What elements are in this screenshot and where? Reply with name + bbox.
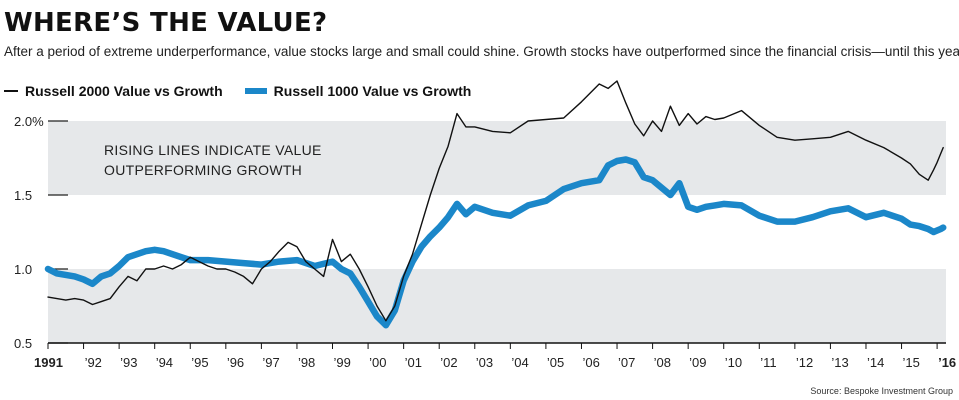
band-0	[48, 269, 946, 343]
xtick-label: ’11	[760, 355, 776, 370]
xtick-label: ’96	[227, 355, 244, 370]
xtick-label: ’14	[867, 355, 884, 370]
annotation-line-1: RISING LINES INDICATE VALUE	[104, 142, 322, 158]
xtick-label: ’15	[903, 355, 920, 370]
annotation: RISING LINES INDICATE VALUE OUTPERFORMING…	[104, 142, 322, 178]
xtick-label: ’12	[796, 355, 813, 370]
xtick-label: ’07	[618, 355, 635, 370]
xtick-label: ’98	[298, 355, 315, 370]
band-1	[48, 121, 946, 195]
xtick-label: ’10	[725, 355, 742, 370]
xtick-label: ’01	[405, 355, 422, 370]
xtick-label: ’93	[120, 355, 137, 370]
xtick-label: ’05	[547, 355, 564, 370]
xtick-label: ’03	[476, 355, 493, 370]
xtick-label: ’99	[334, 355, 351, 370]
annotation-line-2: OUTPERFORMING GROWTH	[104, 162, 302, 178]
xtick-label: ’02	[440, 355, 457, 370]
chart-legend: Russell 2000 Value vs Growth Russell 100…	[4, 83, 471, 99]
xtick-label: ’16	[938, 355, 956, 370]
ytick-label: 1.0	[14, 262, 32, 277]
series-lines	[44, 80, 947, 329]
legend-label-russell-1000: Russell 1000 Value vs Growth	[273, 83, 472, 99]
legend-swatch-russell-2000	[4, 90, 18, 92]
xtick-label: ’04	[511, 355, 528, 370]
ytick-label: 0.5	[14, 336, 32, 351]
xtick-label: ’94	[156, 355, 173, 370]
xtick-label: ’97	[262, 355, 279, 370]
xtick-label: ’06	[582, 355, 599, 370]
chart-subtitle: After a period of extreme underperforman…	[4, 44, 959, 59]
chart-title: WHERE’S THE VALUE?	[4, 8, 328, 38]
xtick-label: ’92	[85, 355, 102, 370]
xtick-label: ’95	[191, 355, 208, 370]
y-axis: 0.5 1.0 1.5 2.0%	[14, 114, 44, 351]
x-axis: 1991 ’92 ’93 ’94 ’95 ’96 ’97 ’98 ’99 ’00 ’01 ’02 ’03…	[34, 342, 956, 370]
xtick-label: ’00	[369, 355, 386, 370]
legend-label-russell-2000: Russell 2000 Value vs Growth	[25, 83, 223, 99]
source-note: Source: Bespoke Investment Group	[810, 386, 953, 396]
xtick-label: ’13	[831, 355, 848, 370]
series-line-russell-1000	[44, 156, 947, 329]
background-bands	[48, 121, 946, 343]
xtick-label: 1991	[34, 355, 63, 370]
legend-swatch-russell-1000	[244, 88, 267, 94]
xtick-label: ’09	[689, 355, 706, 370]
xtick-label: ’08	[654, 355, 671, 370]
series-line-russell-2000	[47, 80, 944, 322]
ytick-label: 2.0%	[14, 114, 44, 129]
ytick-label: 1.5	[14, 188, 32, 203]
